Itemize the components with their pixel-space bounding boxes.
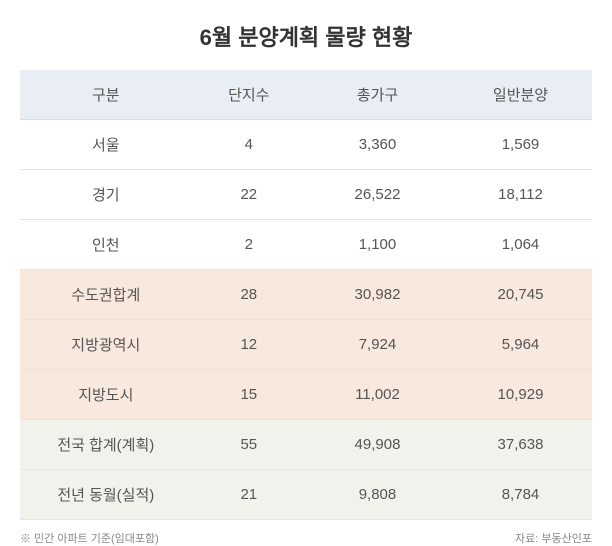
table-cell: 12 xyxy=(192,320,306,370)
table-cell: 21 xyxy=(192,470,306,520)
col-header: 구분 xyxy=(20,70,192,120)
table-cell: 지방광역시 xyxy=(20,320,192,370)
table-cell: 26,522 xyxy=(306,170,449,220)
table-cell: 37,638 xyxy=(449,420,592,470)
footer: ※ 민간 아파트 기준(임대포함) 자료: 부동산인포 xyxy=(20,530,592,546)
table-row: 수도권합계2830,98220,745 xyxy=(20,270,592,320)
footnote-left: ※ 민간 아파트 기준(임대포함) xyxy=(20,530,159,546)
table-cell: 2 xyxy=(192,220,306,270)
table-cell: 28 xyxy=(192,270,306,320)
table-cell: 인천 xyxy=(20,220,192,270)
table-cell: 전년 동월(실적) xyxy=(20,470,192,520)
table-row: 전국 합계(계획)5549,90837,638 xyxy=(20,420,592,470)
table-cell: 30,982 xyxy=(306,270,449,320)
table-row: 서울43,3601,569 xyxy=(20,120,592,170)
data-table: 구분 단지수 총가구 일반분양 서울43,3601,569경기2226,5221… xyxy=(20,70,592,520)
table-cell: 22 xyxy=(192,170,306,220)
table-row: 경기2226,52218,112 xyxy=(20,170,592,220)
table-cell: 9,808 xyxy=(306,470,449,520)
table-cell: 49,908 xyxy=(306,420,449,470)
table-cell: 전국 합계(계획) xyxy=(20,420,192,470)
table-cell: 55 xyxy=(192,420,306,470)
table-row: 인천21,1001,064 xyxy=(20,220,592,270)
table-cell: 8,784 xyxy=(449,470,592,520)
header-row: 구분 단지수 총가구 일반분양 xyxy=(20,70,592,120)
table-row: 지방도시1511,00210,929 xyxy=(20,370,592,420)
table-cell: 1,100 xyxy=(306,220,449,270)
table-cell: 경기 xyxy=(20,170,192,220)
table-cell: 15 xyxy=(192,370,306,420)
table-cell: 10,929 xyxy=(449,370,592,420)
table-cell: 11,002 xyxy=(306,370,449,420)
table-cell: 수도권합계 xyxy=(20,270,192,320)
table-cell: 서울 xyxy=(20,120,192,170)
table-title: 6월 분양계획 물량 현황 xyxy=(20,20,592,52)
table-cell: 지방도시 xyxy=(20,370,192,420)
footnote-right: 자료: 부동산인포 xyxy=(515,530,592,546)
table-cell: 1,569 xyxy=(449,120,592,170)
table-cell: 18,112 xyxy=(449,170,592,220)
table-row: 지방광역시127,9245,964 xyxy=(20,320,592,370)
col-header: 일반분양 xyxy=(449,70,592,120)
table-cell: 7,924 xyxy=(306,320,449,370)
table-cell: 3,360 xyxy=(306,120,449,170)
col-header: 총가구 xyxy=(306,70,449,120)
table-cell: 4 xyxy=(192,120,306,170)
col-header: 단지수 xyxy=(192,70,306,120)
table-cell: 20,745 xyxy=(449,270,592,320)
table-cell: 5,964 xyxy=(449,320,592,370)
table-row: 전년 동월(실적)219,8088,784 xyxy=(20,470,592,520)
table-cell: 1,064 xyxy=(449,220,592,270)
